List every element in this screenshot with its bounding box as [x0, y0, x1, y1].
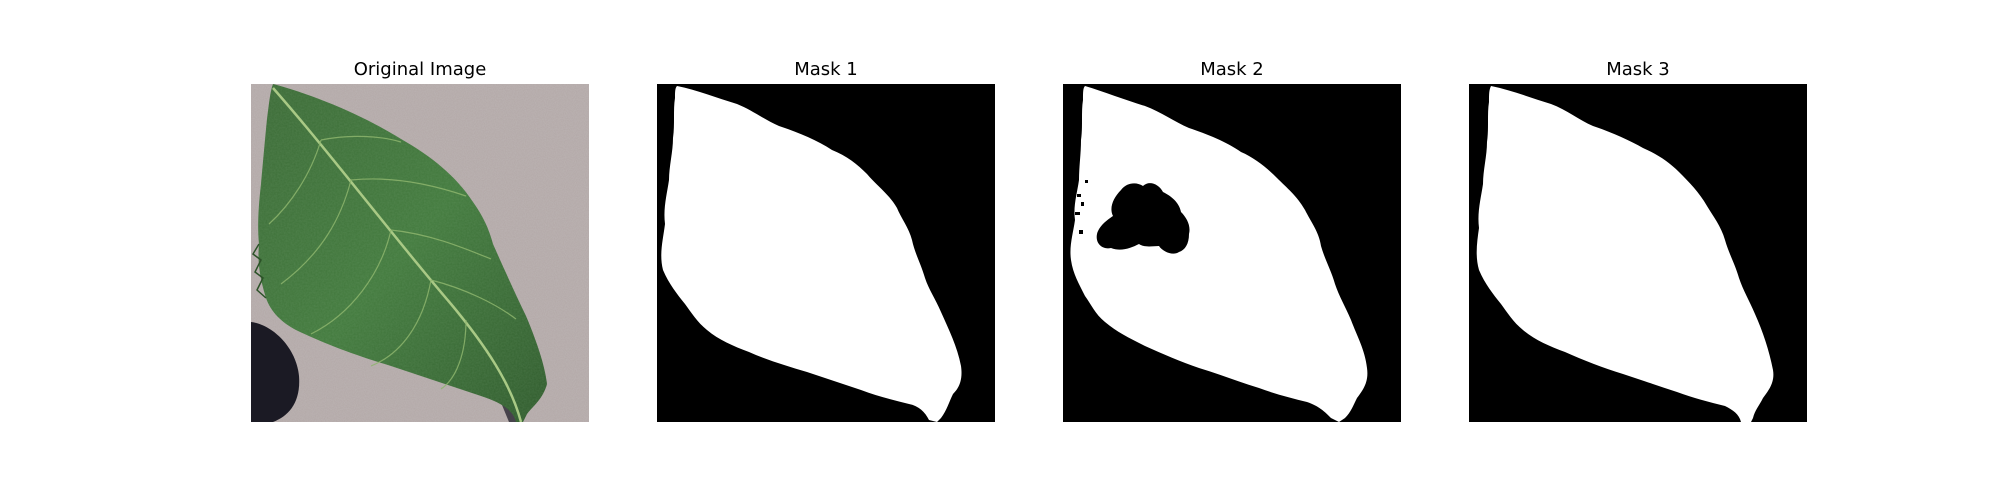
mask-2-hole: [1096, 183, 1190, 254]
panel-title-mask-1: Mask 1: [794, 59, 858, 80]
mask-2-edge-noise: [1075, 180, 1088, 234]
panel-title-original-image: Original Image: [353, 59, 487, 80]
mask-1-image: [657, 84, 995, 422]
leaf-veins: [268, 135, 517, 390]
panel-title-mask-2: Mask 2: [1200, 59, 1264, 80]
mask-3-image: [1469, 84, 1807, 422]
mask-2-image: [1063, 84, 1401, 422]
mask-1-leaf-region: [661, 86, 962, 422]
shadow: [251, 322, 300, 422]
panel-mask-2: [1063, 84, 1401, 422]
panel-mask-3: [1469, 84, 1807, 422]
panel-original-image: [251, 84, 589, 422]
mask-3-leaf-region: [1476, 86, 1774, 422]
panel-title-mask-3: Mask 3: [1606, 59, 1670, 80]
original-image: [251, 84, 589, 422]
leaf-midrib: [272, 87, 523, 422]
panel-mask-1: [657, 84, 995, 422]
mask-2-leaf-region: [1070, 86, 1368, 422]
